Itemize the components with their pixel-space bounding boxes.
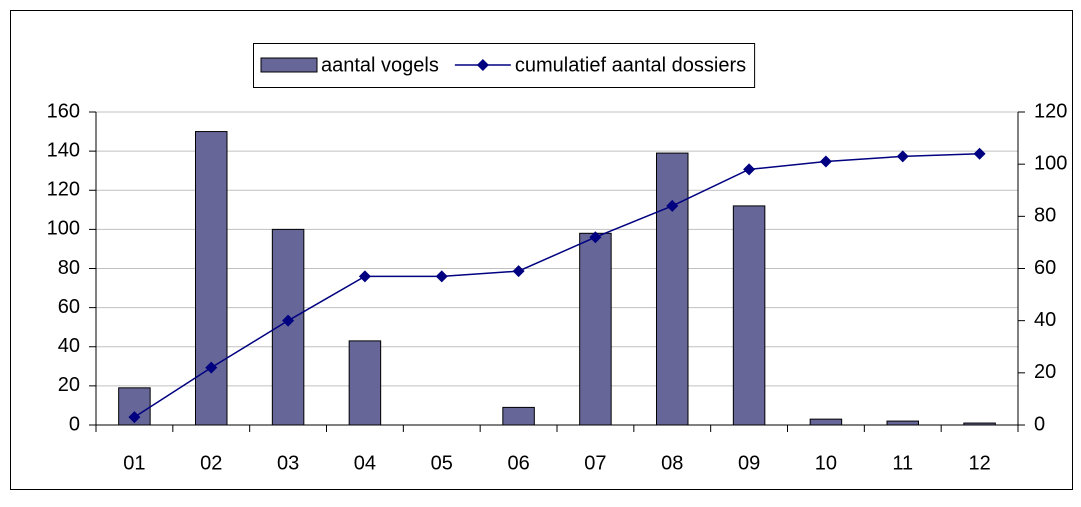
line-marker (205, 361, 218, 374)
x-tick-label: 06 (507, 452, 529, 474)
x-tick-label: 02 (200, 452, 222, 474)
bar (579, 232, 612, 426)
y2-tick-label: 0 (1034, 413, 1045, 435)
x-tick-label: 05 (431, 452, 453, 474)
y-tick-label: 80 (58, 257, 80, 279)
line (134, 152, 980, 418)
legend-swatch-marker (476, 59, 489, 71)
y2-tick-label: 100 (1034, 152, 1067, 174)
line-marker (435, 270, 448, 283)
x-tick-label: 09 (738, 452, 760, 474)
chart-border (10, 10, 1073, 490)
x-tick-label: 10 (815, 452, 837, 474)
bar (348, 340, 382, 426)
legend-label: cumulatief aantal dossiers (515, 54, 746, 76)
x-tick-label: 08 (661, 452, 683, 474)
line-marker (973, 147, 986, 160)
x-tick-label: 04 (354, 452, 376, 474)
line-marker (128, 411, 141, 424)
x-tick-label: 07 (584, 452, 606, 474)
y2-tick-label: 60 (1034, 257, 1056, 279)
line-marker (589, 231, 602, 244)
y-tick-label: 60 (58, 296, 80, 318)
y2-tick-label: 120 (1034, 100, 1067, 122)
y2-tick-label: 80 (1034, 205, 1056, 227)
x-tick-label: 03 (277, 452, 299, 474)
y-tick-label: 100 (47, 218, 80, 240)
x-tick-label: 12 (968, 452, 990, 474)
y-tick-label: 0 (69, 413, 80, 435)
y2-tick-label: 20 (1034, 361, 1056, 383)
y-tick-label: 20 (58, 374, 80, 396)
x-tick-label: 11 (892, 452, 913, 474)
bar (732, 205, 766, 426)
bar (809, 418, 843, 426)
line-marker (358, 270, 371, 283)
y-tick-label: 120 (47, 179, 80, 201)
line-marker (666, 199, 679, 212)
bar (194, 131, 228, 426)
bar (886, 420, 920, 426)
y-tick-label: 40 (58, 335, 80, 357)
y2-tick-label: 40 (1034, 309, 1056, 331)
legend-label: aantal vogels (321, 54, 439, 76)
line-marker (896, 150, 909, 163)
y-tick-label: 160 (47, 100, 80, 122)
bar (655, 152, 689, 426)
line-marker (282, 314, 295, 327)
legend-swatch (260, 57, 318, 73)
bar (502, 406, 535, 426)
x-tick-label: 01 (123, 452, 145, 474)
y-tick-label: 140 (47, 139, 80, 161)
line-marker (512, 265, 525, 278)
line-marker (819, 155, 832, 168)
line-marker (743, 163, 756, 176)
